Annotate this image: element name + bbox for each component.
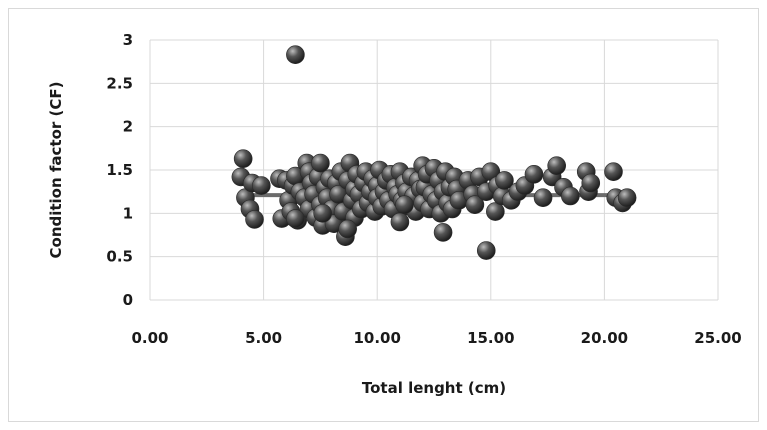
data-point [581, 173, 601, 193]
data-point [286, 45, 305, 65]
y-tick-label: 1.5 [106, 161, 133, 179]
chart-frame: 0 0.5 1 1.5 2 2.5 3 0.00 5.00 10.00 15.00 20.00 25.… [8, 8, 759, 422]
y-tick-labels: 0 0.5 1 1.5 2 2.5 3 [106, 31, 133, 309]
x-tick-label: 10.00 [353, 329, 400, 347]
data-point [486, 202, 505, 221]
data-point [476, 241, 496, 260]
x-tick-label: 0.00 [131, 329, 168, 347]
data-point [561, 186, 580, 206]
data-point [390, 212, 410, 232]
data-point [495, 171, 514, 190]
data-point [617, 188, 637, 208]
data-point [245, 210, 264, 229]
y-tick-label: 3 [123, 31, 133, 49]
data-point [395, 195, 414, 214]
y-tick-label: 1 [123, 204, 133, 222]
x-tick-label: 15.00 [467, 329, 514, 347]
y-tick-label: 0.5 [106, 248, 133, 266]
y-tick-label: 0 [123, 291, 133, 309]
y-axis-title: Condition factor (CF) [47, 82, 65, 259]
data-point [233, 149, 253, 169]
data-point [338, 219, 357, 239]
scatter-chart: 0 0.5 1 1.5 2 2.5 3 0.00 5.00 10.00 15.00 20.00 25.… [47, 31, 742, 397]
x-tick-label: 20.00 [581, 329, 628, 347]
data-point [465, 195, 485, 214]
x-axis-title: Total lenght (cm) [362, 379, 506, 397]
data-point [311, 153, 330, 173]
x-tick-label: 25.00 [694, 329, 741, 347]
data-points [231, 45, 637, 260]
data-point [533, 188, 553, 208]
data-point [252, 176, 271, 195]
data-point [286, 209, 305, 228]
data-point [604, 162, 623, 182]
data-point [313, 204, 332, 223]
y-tick-label: 2 [123, 118, 133, 136]
x-tick-label: 5.00 [245, 329, 282, 347]
data-point [433, 223, 453, 242]
x-tick-labels: 0.00 5.00 10.00 15.00 20.00 25.00 [131, 329, 741, 347]
data-point [547, 156, 566, 175]
data-point [524, 165, 544, 184]
y-tick-label: 2.5 [106, 74, 133, 92]
